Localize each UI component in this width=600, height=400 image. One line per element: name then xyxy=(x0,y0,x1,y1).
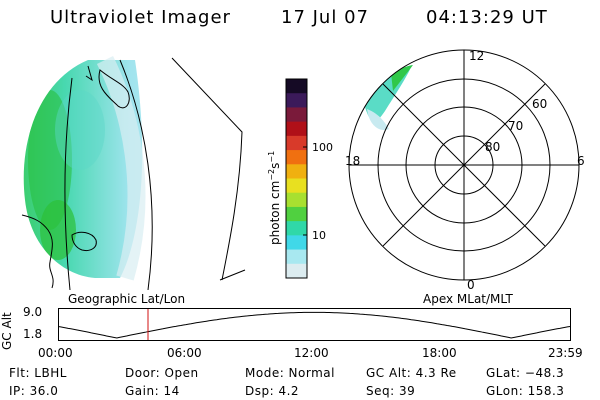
mlt-label-6: 6 xyxy=(577,154,585,168)
mlt-label-18: 18 xyxy=(345,154,360,168)
colorbar-segment xyxy=(286,164,307,179)
colorbar-segment xyxy=(286,107,307,123)
date-label: 17 Jul 07 xyxy=(281,7,369,28)
apex-label: Apex MLat/MLT xyxy=(423,292,513,306)
mode-info: Mode: Normal xyxy=(245,366,335,380)
xtick-1800: 18:00 xyxy=(422,346,457,360)
door-info: Door: Open xyxy=(125,366,199,380)
dsp-info: Dsp: 4.2 xyxy=(245,384,300,398)
geographic-image-panel xyxy=(21,55,246,290)
ip-info: IP: 36.0 xyxy=(9,384,59,398)
gcalt-info: GC Alt: 4.3 Re xyxy=(366,366,457,380)
colorbar-segment xyxy=(286,263,307,279)
polar-aurora xyxy=(365,65,413,131)
alt-ymax: 9.0 xyxy=(23,305,43,319)
alt-ymin: 1.8 xyxy=(23,327,43,341)
colorbar-segment xyxy=(286,192,307,208)
colorbar xyxy=(285,78,308,279)
glat-info: GLat: −48.3 xyxy=(486,366,565,380)
xtick-0600: 06:00 xyxy=(167,346,202,360)
colorbar-segment xyxy=(286,121,307,137)
colorbar-segment xyxy=(286,150,307,165)
lat-label-70: 70 xyxy=(508,119,523,133)
mlt-label-0: 0 xyxy=(467,278,475,292)
colorbar-segment xyxy=(286,221,307,236)
seq-info: Seq: 39 xyxy=(366,384,416,398)
colorbar-segment xyxy=(286,235,307,251)
colorbar-unit-label: photon cm−2s−1 xyxy=(267,150,282,245)
colorbar-segment xyxy=(286,79,307,94)
colorbar-segment xyxy=(286,178,307,194)
geographic-label: Geographic Lat/Lon xyxy=(68,292,186,306)
colorbar-tick-100: 100 xyxy=(312,141,333,154)
glon-info: GLon: 158.3 xyxy=(486,384,565,398)
colorbar-segment xyxy=(286,93,307,108)
colorbar-segment xyxy=(286,249,307,265)
xtick-1200: 12:00 xyxy=(294,346,329,360)
colorbar-segment xyxy=(286,206,307,222)
xtick-0000: 00:00 xyxy=(38,346,73,360)
altitude-strip-plot xyxy=(58,308,571,341)
xtick-2359: 23:59 xyxy=(548,346,583,360)
polar-plot: 12 18 6 0 60 70 80 xyxy=(345,49,585,292)
instrument-title: Ultraviolet Imager xyxy=(50,7,231,28)
lat-label-60: 60 xyxy=(532,97,547,111)
gain-info: Gain: 14 xyxy=(125,384,180,398)
lat-label-80: 80 xyxy=(485,140,500,154)
mlt-label-12: 12 xyxy=(469,49,484,63)
time-label: 04:13:29 UT xyxy=(426,7,548,28)
colorbar-segment xyxy=(286,135,307,151)
alt-ylabel: GC Alt xyxy=(0,312,14,350)
filter-info: Flt: LBHL xyxy=(9,366,67,380)
colorbar-tick-10: 10 xyxy=(312,229,326,242)
